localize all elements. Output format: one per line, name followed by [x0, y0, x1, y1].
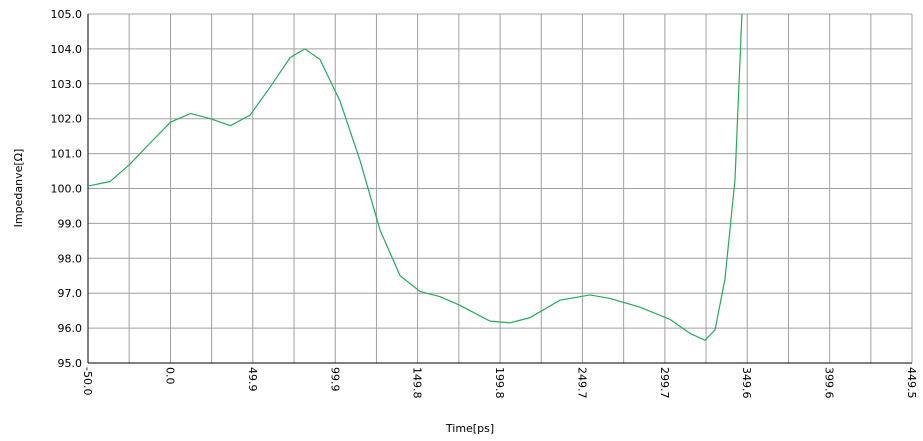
x-tick-label: -50.0: [81, 367, 94, 395]
y-tick-label: 98.0: [58, 252, 83, 265]
y-tick-label: 104.0: [51, 43, 83, 56]
y-tick-label: 99.0: [58, 217, 83, 230]
y-tick-label: 100.0: [51, 183, 83, 196]
x-tick-label: 199.8: [493, 367, 506, 399]
y-tick-label: 101.0: [51, 148, 83, 161]
x-tick-label: 99.9: [328, 367, 341, 392]
y-tick-label: 95.0: [58, 357, 83, 370]
x-tick-label: 149.8: [411, 367, 424, 399]
y-tick-label: 102.0: [51, 113, 83, 126]
y-tick-label: 96.0: [58, 322, 83, 335]
x-tick-label: 249.7: [575, 367, 588, 399]
x-tick-label: 349.6: [740, 367, 753, 399]
y-axis-label: Impedanve[Ω]: [12, 149, 25, 228]
x-tick-label: 299.7: [658, 367, 671, 399]
x-tick-label: 0.0: [163, 367, 176, 385]
x-tick-label: 49.9: [246, 367, 259, 392]
y-tick-label: 97.0: [58, 287, 83, 300]
y-tick-label: 105.0: [51, 8, 83, 21]
x-tick-label: 449.5: [905, 367, 918, 399]
data-line: [88, 14, 743, 342]
x-tick-label: 399.6: [823, 367, 836, 399]
y-tick-label: 103.0: [51, 78, 83, 91]
x-axis-label: Time[ps]: [445, 422, 494, 435]
